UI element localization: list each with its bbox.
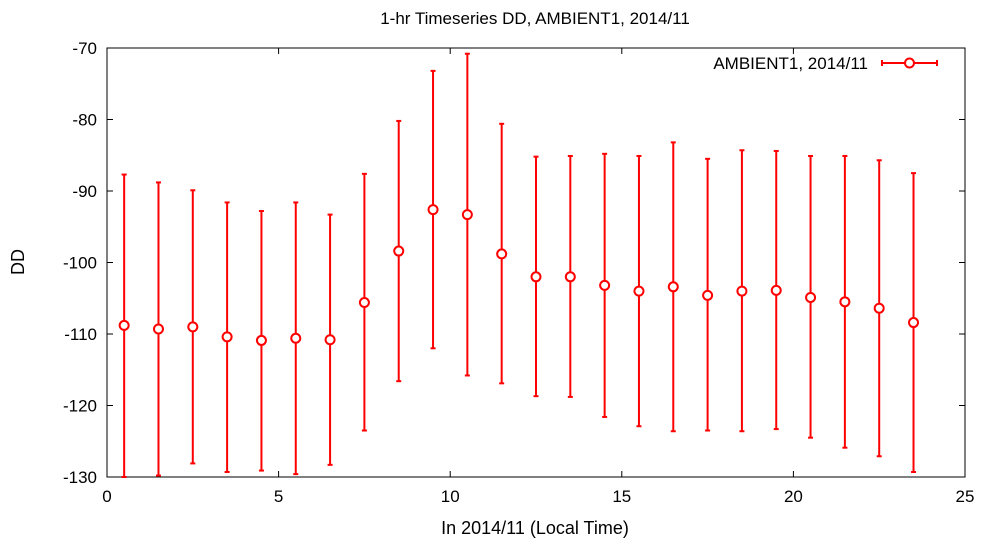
data-point bbox=[839, 296, 851, 308]
data-point bbox=[255, 334, 267, 346]
data-point bbox=[736, 285, 748, 297]
x-tick-label: 0 bbox=[102, 487, 111, 506]
x-tick-label: 25 bbox=[956, 487, 975, 506]
y-tick-label: -130 bbox=[63, 468, 97, 487]
data-point bbox=[633, 285, 645, 297]
data-point bbox=[324, 334, 336, 346]
x-axis-label: In 2014/11 (Local Time) bbox=[441, 518, 629, 538]
data-point bbox=[118, 319, 130, 331]
data-point bbox=[770, 284, 782, 296]
legend-marker bbox=[904, 57, 915, 69]
data-point bbox=[599, 279, 611, 291]
y-axis-label: DD bbox=[8, 249, 28, 275]
data-point bbox=[393, 245, 405, 257]
data-point bbox=[187, 321, 199, 333]
x-tick-label: 20 bbox=[784, 487, 803, 506]
axis-ticks: 0 5 10 15 20 25 -130 -120 -110 -100 -90 -80 -70 bbox=[63, 39, 974, 506]
data-point bbox=[221, 331, 233, 343]
data-point bbox=[358, 297, 370, 309]
data-point bbox=[496, 248, 508, 260]
data-series bbox=[118, 52, 920, 478]
data-point bbox=[667, 281, 679, 293]
data-point bbox=[702, 289, 714, 301]
legend: AMBIENT1, 2014/11 bbox=[713, 54, 938, 73]
data-point bbox=[805, 292, 817, 304]
legend-label: AMBIENT1, 2014/11 bbox=[713, 54, 868, 73]
y-tick-label: -90 bbox=[72, 182, 97, 201]
data-point bbox=[290, 332, 302, 344]
data-point bbox=[461, 209, 473, 221]
y-tick-label: -70 bbox=[72, 39, 97, 58]
y-tick-label: -80 bbox=[72, 111, 97, 130]
y-tick-label: -120 bbox=[63, 397, 97, 416]
y-tick-label: -100 bbox=[63, 254, 97, 273]
data-point bbox=[152, 323, 164, 335]
chart-title: 1-hr Timeseries DD, AMBIENT1, 2014/11 bbox=[380, 9, 690, 28]
x-tick-label: 15 bbox=[612, 487, 631, 506]
data-point bbox=[530, 271, 542, 283]
data-point bbox=[564, 271, 576, 283]
data-point bbox=[908, 317, 920, 329]
y-tick-label: -110 bbox=[64, 325, 97, 344]
data-point bbox=[873, 302, 885, 314]
x-tick-label: 5 bbox=[274, 487, 283, 506]
x-tick-label: 10 bbox=[441, 487, 460, 506]
data-point bbox=[427, 204, 439, 216]
